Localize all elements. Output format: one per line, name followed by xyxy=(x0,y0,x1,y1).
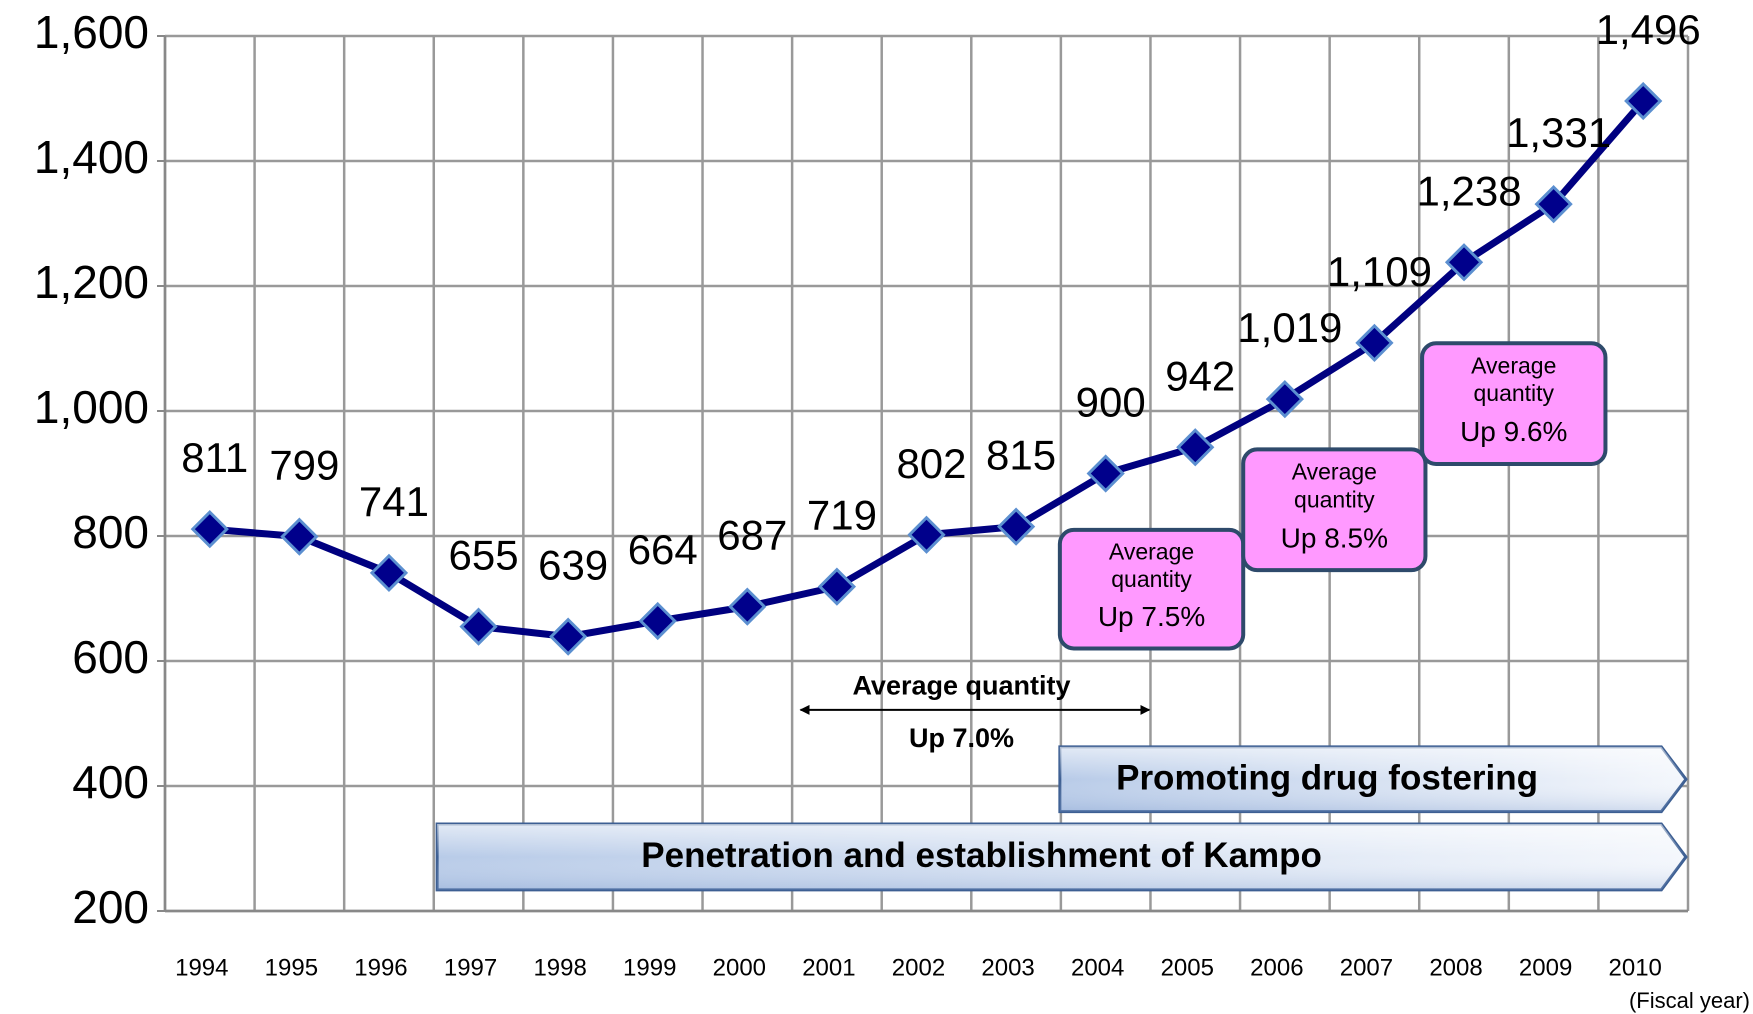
data-label: 1,238 xyxy=(1416,167,1521,214)
arrow-title: Average quantity xyxy=(852,671,1070,701)
data-marker xyxy=(1086,454,1125,493)
x-tick-label: 2000 xyxy=(713,954,766,981)
y-tick-label: 600 xyxy=(72,631,149,683)
note-box xyxy=(1420,341,1608,466)
note-line: quantity xyxy=(1111,566,1192,592)
y-tick-label: 1,400 xyxy=(34,131,149,183)
note-line: Average xyxy=(1109,539,1194,565)
note-line: quantity xyxy=(1473,380,1554,406)
banner-label: Penetration and establishment of Kampo xyxy=(641,836,1322,875)
x-tick-label: 2001 xyxy=(802,954,855,981)
data-marker xyxy=(280,517,319,556)
data-label: 639 xyxy=(538,542,608,589)
banner-shine xyxy=(437,823,1686,890)
data-label: 802 xyxy=(896,440,966,487)
data-marker xyxy=(1624,81,1663,121)
data-label: 815 xyxy=(986,432,1056,479)
y-tick-label: 400 xyxy=(72,756,149,808)
x-tick-label: 2010 xyxy=(1609,954,1662,981)
x-tick-label: 1997 xyxy=(444,954,497,981)
data-label: 687 xyxy=(717,512,787,559)
x-tick-label: 2008 xyxy=(1429,954,1482,981)
data-label: 655 xyxy=(449,532,519,579)
x-tick-label: 2007 xyxy=(1340,954,1393,981)
y-tick-label: 1,000 xyxy=(34,381,149,433)
x-tick-label: 1995 xyxy=(265,954,318,981)
x-tick-label: 1994 xyxy=(175,954,228,981)
x-tick-label: 2004 xyxy=(1071,954,1124,981)
data-marker xyxy=(1265,380,1304,419)
banner-label: Promoting drug fostering xyxy=(1116,758,1538,797)
data-label: 1,109 xyxy=(1327,248,1432,295)
y-tick-label: 1,200 xyxy=(34,256,149,308)
note-line: Up 9.6% xyxy=(1460,416,1567,447)
data-marker xyxy=(1534,185,1573,224)
note-line: Up 8.5% xyxy=(1281,522,1388,553)
note-line: Average xyxy=(1292,459,1377,485)
data-marker xyxy=(728,587,767,626)
data-label: 719 xyxy=(807,492,877,539)
data-marker xyxy=(459,607,498,646)
y-tick-label: 800 xyxy=(72,506,149,558)
note-box xyxy=(1241,447,1428,573)
banner-shine xyxy=(1059,746,1686,812)
x-tick-label: 1998 xyxy=(533,954,586,981)
x-unit: (Fiscal year) xyxy=(1629,988,1750,1013)
data-marker xyxy=(1176,428,1215,467)
data-label: 799 xyxy=(269,442,339,489)
data-marker xyxy=(369,553,409,592)
data-label: 1,496 xyxy=(1596,6,1701,53)
x-tick-label: 1999 xyxy=(623,954,676,981)
x-tick-label: 2006 xyxy=(1250,954,1303,981)
data-label: 811 xyxy=(181,434,248,481)
x-tick-label: 2002 xyxy=(892,954,945,981)
x-tick-label: 2005 xyxy=(1161,954,1214,981)
note-line: Average xyxy=(1471,352,1556,378)
data-label: 942 xyxy=(1165,352,1235,399)
data-marker xyxy=(1444,243,1484,282)
data-label: 900 xyxy=(1076,379,1146,426)
arrow-value: Up 7.0% xyxy=(909,723,1014,753)
x-tick-label: 2003 xyxy=(981,954,1034,981)
data-marker xyxy=(638,601,677,641)
data-label: 664 xyxy=(628,526,698,573)
note-line: quantity xyxy=(1294,486,1375,512)
y-tick-label: 1,600 xyxy=(34,6,149,58)
data-label: 1,331 xyxy=(1506,109,1611,156)
data-marker xyxy=(549,617,588,656)
data-marker xyxy=(996,507,1036,546)
data-marker xyxy=(1355,323,1394,362)
data-marker xyxy=(817,567,857,606)
data-marker xyxy=(190,510,229,549)
note-line: Up 7.5% xyxy=(1098,601,1205,632)
data-label: 1,019 xyxy=(1237,304,1342,351)
x-tick-label: 1996 xyxy=(354,954,407,981)
x-tick-label: 2009 xyxy=(1519,954,1572,981)
data-label: 741 xyxy=(359,478,429,525)
y-tick-label: 200 xyxy=(72,881,149,933)
data-marker xyxy=(907,515,946,554)
note-box xyxy=(1057,527,1246,651)
